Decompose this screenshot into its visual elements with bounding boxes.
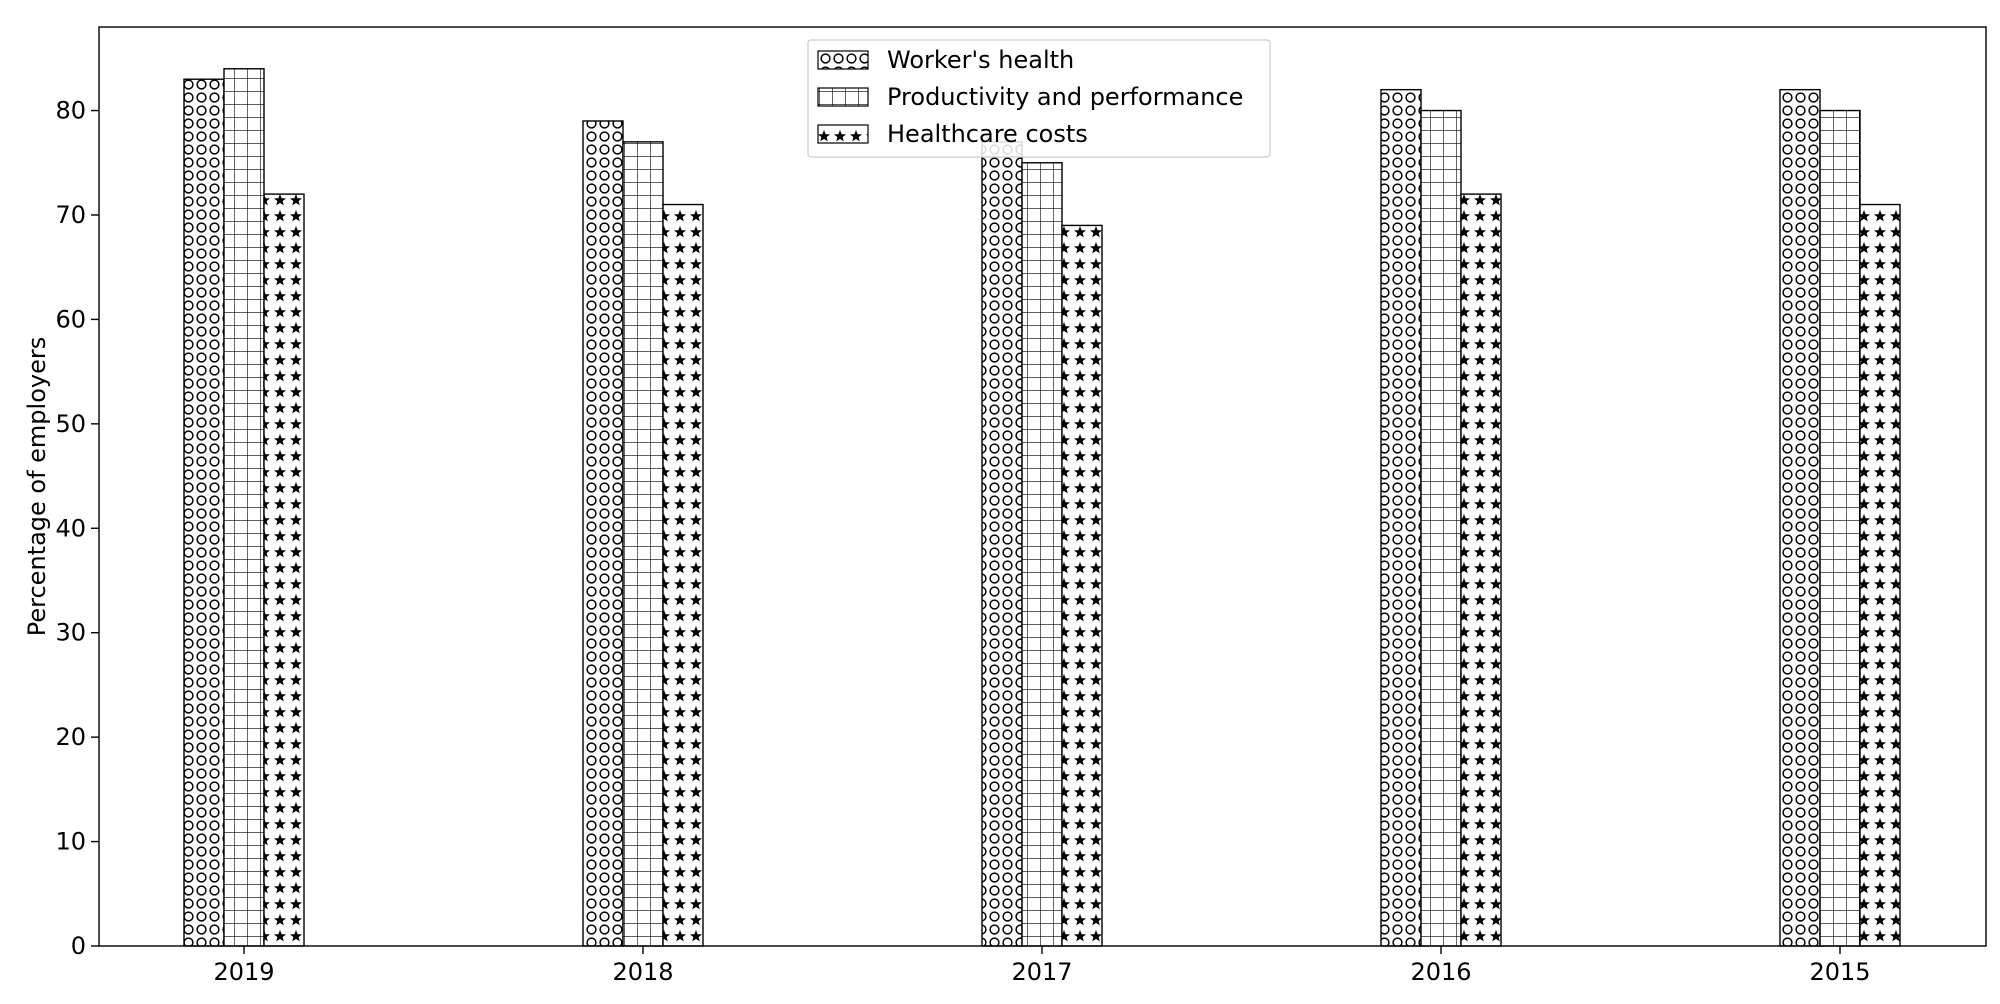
legend-swatch-productivity: [817, 87, 869, 107]
bar-healthcare-costs-2017: [1061, 224, 1103, 947]
bar-healthcare-costs-2015: [1859, 203, 1901, 947]
y-tick-label-80: 80: [55, 97, 86, 125]
x-tick-label-2016: 2016: [1410, 958, 1471, 986]
bar-worker-s-health-2016: [1380, 88, 1422, 947]
bar-group-2019: [183, 68, 305, 947]
bar-productivity-and-performance-2015: [1819, 109, 1861, 947]
bar-group-2018: [582, 120, 704, 947]
y-tick-label-20: 20: [55, 723, 86, 751]
y-tick-label-10: 10: [55, 828, 86, 856]
bar-healthcare-costs-2018: [662, 203, 704, 947]
legend-swatch-healthcare-costs: [817, 124, 869, 144]
x-tick-label-2019: 2019: [213, 958, 274, 986]
bar-worker-s-health-2019: [183, 78, 225, 947]
bar-productivity-and-performance-2018: [622, 141, 664, 947]
bar-group-2016: [1380, 88, 1502, 947]
legend-label-workers-health: Worker's health: [887, 46, 1074, 74]
bar-productivity-and-performance-2016: [1420, 109, 1462, 947]
y-tick-label-50: 50: [55, 410, 86, 438]
legend-frame: [807, 39, 1271, 158]
x-tick-label-2017: 2017: [1011, 958, 1072, 986]
bar-worker-s-health-2018: [582, 120, 624, 947]
y-axis-label: Percentage of employers: [23, 337, 51, 636]
legend-label-productivity: Productivity and performance: [887, 83, 1243, 111]
bar-healthcare-costs-2016: [1460, 193, 1502, 947]
x-tick-label-2018: 2018: [612, 958, 673, 986]
bar-healthcare-costs-2019: [263, 193, 305, 947]
bar-productivity-and-performance-2017: [1021, 162, 1063, 947]
y-tick-label-30: 30: [55, 619, 86, 647]
y-tick-label-60: 60: [55, 305, 86, 333]
y-tick-label-0: 0: [71, 932, 86, 960]
bar-group-2017: [981, 141, 1103, 947]
y-tick-label-40: 40: [55, 514, 86, 542]
legend: Worker's health Productivity and perform…: [807, 39, 1271, 158]
axes-layer: 0 10 20 30 40 50 60 70 80 2019 2018 2017 2016 2015: [55, 26, 1987, 986]
x-tick-label-2015: 2015: [1809, 958, 1870, 986]
bar-group-2015: [1779, 88, 1901, 947]
bar-worker-s-health-2017: [981, 141, 1023, 947]
legend-label-healthcare-costs: Healthcare costs: [887, 120, 1088, 148]
bar-worker-s-health-2015: [1779, 88, 1821, 947]
legend-swatch-workers-health: [817, 50, 869, 70]
y-tick-label-70: 70: [55, 201, 86, 229]
bar-productivity-and-performance-2019: [223, 68, 265, 947]
bars-layer: [183, 68, 1901, 947]
